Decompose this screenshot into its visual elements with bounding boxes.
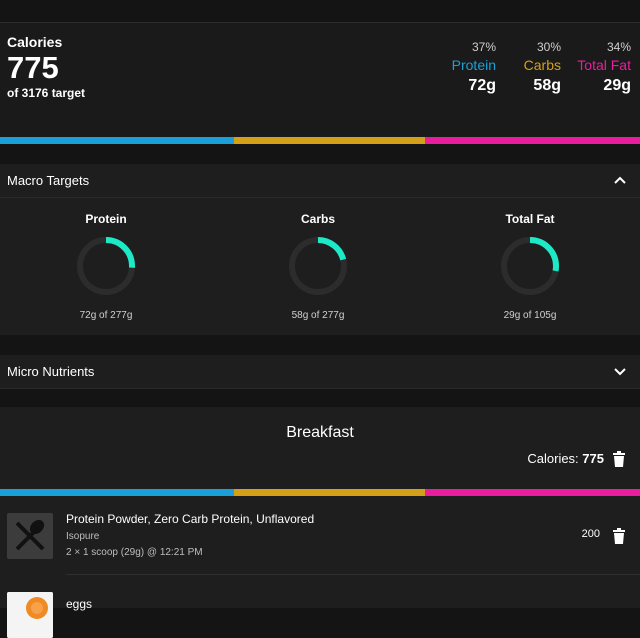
meal-calories-value: 775 xyxy=(582,451,604,466)
food-calories: 200 xyxy=(581,528,600,540)
egg-image xyxy=(7,592,53,638)
ring-fat: Total Fat 29g of 105g xyxy=(470,212,590,321)
macro-fat: 34% Total Fat 29g xyxy=(551,40,631,96)
macro-fat-grams: 29g xyxy=(603,77,631,94)
macro-bar-carbs xyxy=(234,137,425,144)
meal-macro-bar xyxy=(0,489,640,496)
calorie-summary xyxy=(0,23,640,137)
meal-calories-label: Calories: xyxy=(527,451,579,466)
macro-targets-panel xyxy=(0,198,640,335)
meal-bar-protein xyxy=(0,489,235,496)
food-name: Protein Powder, Zero Carb Protein, Unfla… xyxy=(66,512,315,526)
macro-fat-name: Total Fat xyxy=(577,57,631,73)
food-brand: Isopure xyxy=(66,531,100,542)
food-item[interactable]: eggs xyxy=(0,583,640,638)
micro-nutrients-header[interactable]: Micro Nutrients xyxy=(0,355,640,389)
calories-value: 775 xyxy=(7,50,59,85)
ring-protein-sub: 72g of 277g xyxy=(79,310,133,321)
macro-split-bar xyxy=(0,137,640,144)
top-bar xyxy=(0,0,640,23)
meal-calories: Calories: 775 xyxy=(527,451,604,466)
fat-progress-ring xyxy=(501,237,559,295)
food-thumbnail xyxy=(7,592,53,638)
macro-protein: 37% Protein 72g xyxy=(416,40,496,96)
macro-fat-pct: 34% xyxy=(606,40,631,54)
macro-bar-fat xyxy=(424,137,640,144)
utensils-icon xyxy=(7,513,53,559)
meal-breakfast: Breakfast Calories: 775 Protein Powder, … xyxy=(0,407,640,638)
macro-protein-grams: 72g xyxy=(468,77,496,94)
ring-carbs: Carbs 58g of 277g xyxy=(258,212,378,321)
macro-carbs-grams: 58g xyxy=(533,77,561,94)
macro-carbs-name: Carbs xyxy=(523,57,561,73)
meal-title: Breakfast xyxy=(286,424,354,441)
macro-carbs: 30% Carbs 58g xyxy=(481,40,561,96)
macro-carbs-pct: 30% xyxy=(536,40,561,54)
macro-targets-header[interactable]: Macro Targets xyxy=(0,164,640,198)
ring-carbs-sub: 58g of 277g xyxy=(291,310,345,321)
macro-targets-title: Macro Targets xyxy=(7,173,90,188)
ring-fat-sub: 29g of 105g xyxy=(503,310,557,321)
ring-fat-name: Total Fat xyxy=(505,212,555,226)
delete-food-icon[interactable] xyxy=(612,528,626,544)
chevron-down-icon[interactable] xyxy=(613,364,627,378)
meal-bar-carbs xyxy=(234,489,425,496)
calories-label: Calories xyxy=(7,34,63,50)
food-name: eggs xyxy=(66,597,93,611)
carbs-progress-ring xyxy=(289,237,347,295)
chevron-up-icon[interactable] xyxy=(613,173,627,187)
micro-nutrients-title: Micro Nutrients xyxy=(7,364,95,379)
food-thumbnail xyxy=(7,513,53,559)
delete-meal-icon[interactable] xyxy=(612,451,626,467)
macro-protein-pct: 37% xyxy=(471,40,496,54)
macro-bar-protein xyxy=(0,137,235,144)
food-divider xyxy=(66,574,640,575)
ring-protein: Protein 72g of 277g xyxy=(46,212,166,321)
food-detail: 2 × 1 scoop (29g) @ 12:21 PM xyxy=(66,547,203,558)
ring-carbs-name: Carbs xyxy=(300,212,335,226)
protein-progress-ring xyxy=(77,237,135,295)
ring-protein-name: Protein xyxy=(85,212,127,226)
food-item[interactable]: Protein Powder, Zero Carb Protein, Unfla… xyxy=(0,507,640,573)
meal-bar-fat xyxy=(424,489,640,496)
macro-protein-name: Protein xyxy=(451,57,496,73)
calories-target: of 3176 target xyxy=(7,86,86,100)
